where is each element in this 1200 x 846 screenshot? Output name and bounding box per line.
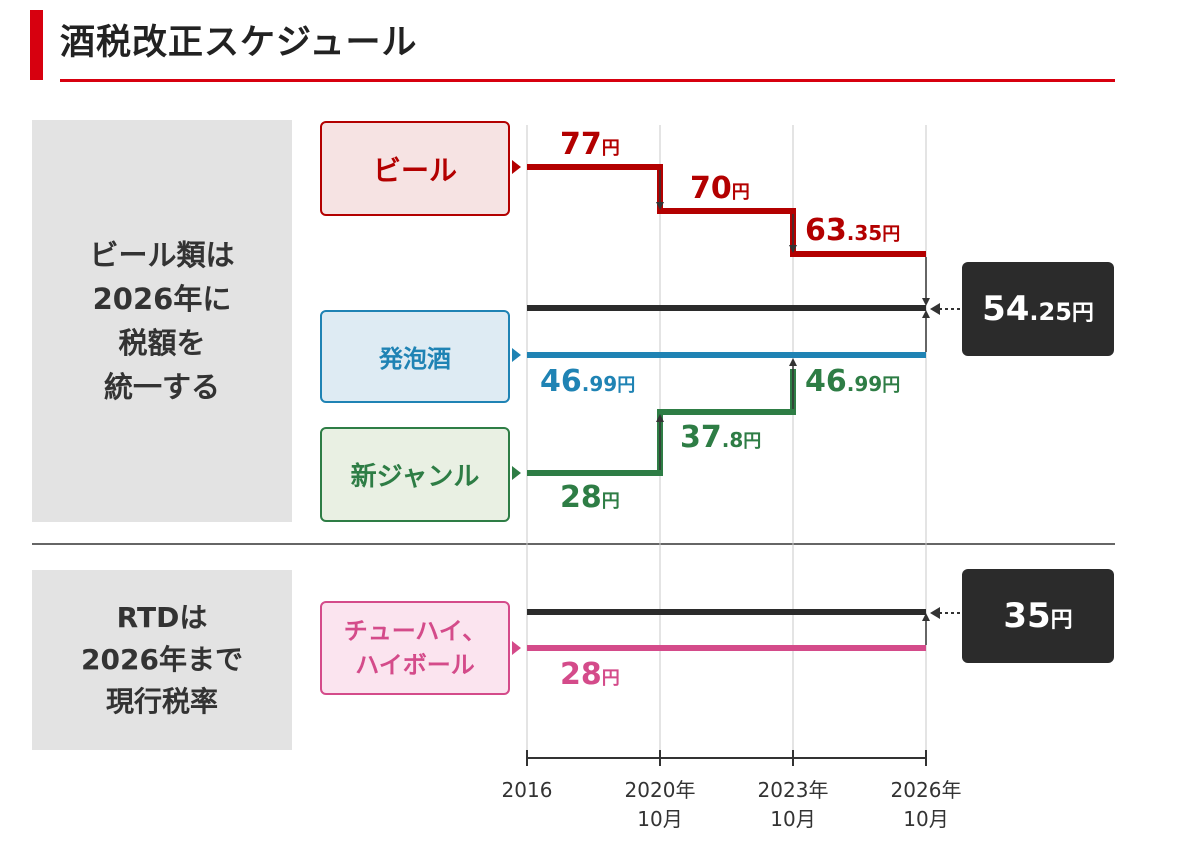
summary-line: 2026年まで (81, 643, 243, 676)
new-genre-2023-value: 46.99円 (805, 364, 901, 399)
beer-category-summary: ビール類は 2026年に 税額を 統一する (32, 120, 292, 522)
section-divider (32, 543, 1115, 545)
category-happoshu: 発泡酒 (320, 310, 510, 403)
summary-line: 2026年に (92, 282, 232, 316)
rtd-2016-value: 28円 (560, 657, 620, 692)
beer-pointer (512, 160, 521, 174)
new-genre-2020-value: 37.8円 (680, 420, 762, 455)
rtd-summary: RTDは 2026年まで 現行税率 (32, 570, 292, 750)
category-label: ハイボール (355, 651, 475, 679)
unified-pointer-head (930, 303, 940, 315)
happo-pointer (512, 348, 521, 362)
category-label: ビール (372, 153, 457, 187)
beer-2023-value: 63.35円 (805, 213, 901, 248)
happo-value: 46.99円 (540, 364, 636, 399)
tick-label-2026: 2026年 10月 (890, 778, 962, 831)
summary-line: 税額を (118, 326, 206, 360)
beer-2016-value: 77円 (560, 127, 620, 162)
summary-line: RTDは (116, 601, 208, 634)
summary-line: 統一する (103, 370, 220, 404)
new-genre-2016-value: 28円 (560, 480, 620, 515)
summary-line: ビール類は (89, 238, 235, 272)
rtd-2026-box: 35円 (962, 569, 1114, 663)
category-label: チューハイ、 (343, 617, 487, 645)
tick-label-2016: 2016 (501, 778, 553, 802)
category-label: 新ジャンル (350, 462, 480, 492)
tick-label-2020: 2020年 10月 (624, 778, 696, 831)
title-underline (60, 79, 1115, 82)
title-accent-bar (30, 10, 43, 80)
tick-label-2023: 2023年 10月 (757, 778, 829, 831)
category-label: 発泡酒 (379, 345, 451, 373)
summary-line: 現行税率 (105, 685, 218, 718)
new-genre-pointer (512, 466, 521, 480)
category-beer: ビール (320, 121, 510, 216)
rtd-pointer (512, 641, 521, 655)
page-title: 酒税改正スケジュール (60, 23, 418, 63)
beer-line (527, 164, 926, 257)
rtd-pointer-head (930, 607, 940, 619)
beer-2020-value: 70円 (690, 171, 750, 206)
category-rtd: チューハイ、 ハイボール (320, 601, 510, 695)
category-new-genre: 新ジャンル (320, 427, 510, 522)
unified-2026-box: 54.25円 (962, 262, 1114, 356)
